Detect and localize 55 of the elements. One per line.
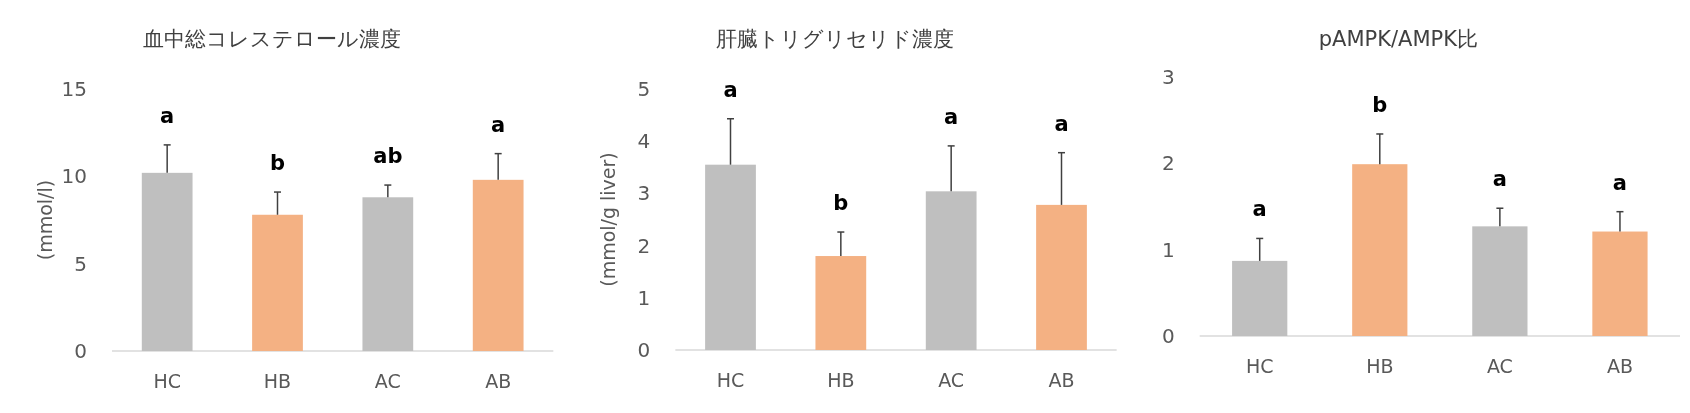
x-tick-label: AC (938, 369, 965, 391)
bar (1472, 226, 1528, 336)
annotation: a (1054, 111, 1069, 136)
y-tick-label: 5 (637, 77, 651, 101)
x-tick-label: HC (1245, 355, 1274, 377)
x-tick-label: HB (1366, 355, 1394, 377)
x-tick-label: HC (716, 369, 745, 391)
annotation: b (1372, 92, 1388, 117)
x-tick-label: AB (1048, 369, 1075, 391)
x-tick-label: AC (374, 370, 401, 392)
bar (925, 191, 977, 350)
chart-title: pAMPK/AMPK比 (1318, 27, 1478, 51)
bar (472, 179, 524, 351)
y-tick-label: 5 (74, 251, 87, 276)
y-tick-label: 2 (1161, 151, 1175, 176)
y-tick-label: 0 (74, 339, 87, 363)
y-tick-label: 0 (637, 338, 651, 362)
y-tick-label: 4 (637, 129, 651, 154)
annotation: a (160, 103, 175, 128)
bar (705, 164, 756, 350)
bar (1592, 231, 1648, 336)
y-tick-label: 0 (1161, 324, 1175, 348)
y-tick-label: 2 (637, 233, 651, 258)
annotation: a (944, 104, 959, 129)
annotation: a (1492, 167, 1507, 192)
y-tick-label: 3 (1161, 65, 1175, 89)
bar (362, 197, 414, 351)
annotation: b (833, 191, 849, 216)
annotation: a (723, 77, 738, 102)
x-tick-label: HB (263, 370, 292, 392)
bar (1036, 204, 1087, 350)
bar (141, 172, 193, 351)
bar (1232, 260, 1288, 336)
y-tick-label: 15 (61, 77, 87, 101)
bar (252, 214, 303, 351)
chart-title: 血中総コレステロール濃度 (142, 27, 401, 51)
bar (815, 256, 867, 350)
annotation: a (1252, 197, 1267, 222)
x-tick-label: AB (1606, 355, 1633, 377)
y-tick-label: 10 (61, 164, 87, 189)
annotation: a (491, 112, 506, 137)
y-tick-label: 1 (637, 285, 651, 310)
annotation: a (1612, 170, 1628, 195)
y-tick-label: 3 (637, 181, 651, 206)
y-tick-label: 1 (1161, 237, 1175, 262)
x-tick-label: HC (153, 370, 181, 392)
bar (1352, 164, 1408, 336)
y-axis-title: (mmol/g liver) (597, 152, 620, 287)
y-axis-title: (mmol/l) (34, 179, 56, 261)
annotation: b (269, 151, 286, 176)
annotation: ab (373, 144, 403, 169)
chart-title: 肝臓トリグリセリド濃度 (716, 27, 954, 51)
x-tick-label: AC (1486, 355, 1513, 377)
x-tick-label: AB (485, 370, 512, 392)
x-tick-label: HB (827, 369, 855, 391)
